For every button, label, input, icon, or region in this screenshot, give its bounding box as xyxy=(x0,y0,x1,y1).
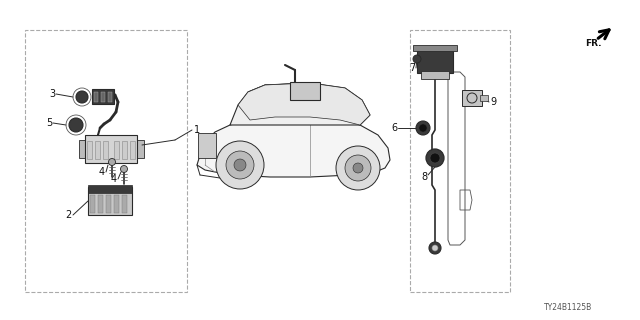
Bar xyxy=(108,92,112,102)
Bar xyxy=(79,140,86,158)
Circle shape xyxy=(336,146,380,190)
Bar xyxy=(410,30,510,292)
Bar xyxy=(114,141,119,159)
Bar xyxy=(87,141,92,159)
Text: 7: 7 xyxy=(409,63,415,73)
Text: FR.: FR. xyxy=(585,39,602,49)
Bar xyxy=(417,49,453,73)
Circle shape xyxy=(76,91,88,103)
Polygon shape xyxy=(197,117,390,177)
Bar xyxy=(480,95,488,101)
Text: 4: 4 xyxy=(99,167,105,177)
Bar xyxy=(88,185,132,193)
Text: TY24B1125B: TY24B1125B xyxy=(544,303,592,312)
Circle shape xyxy=(426,149,444,167)
Bar xyxy=(98,195,103,213)
Text: 4: 4 xyxy=(111,174,117,184)
Circle shape xyxy=(120,165,127,172)
Bar xyxy=(106,195,111,213)
Circle shape xyxy=(109,158,115,165)
Bar xyxy=(85,135,137,163)
Circle shape xyxy=(69,118,83,132)
Circle shape xyxy=(416,121,430,135)
Circle shape xyxy=(432,245,438,251)
Bar xyxy=(290,82,320,100)
Circle shape xyxy=(234,159,246,171)
Text: 5: 5 xyxy=(45,118,52,128)
Circle shape xyxy=(419,124,427,132)
Polygon shape xyxy=(230,83,370,125)
Bar xyxy=(95,141,100,159)
Text: 2: 2 xyxy=(66,210,72,220)
Bar xyxy=(101,92,105,102)
Text: 1: 1 xyxy=(194,125,200,135)
Bar xyxy=(25,30,187,292)
Bar xyxy=(94,92,98,102)
Text: 3: 3 xyxy=(49,89,55,99)
Circle shape xyxy=(216,141,264,189)
Circle shape xyxy=(430,153,440,163)
Bar xyxy=(413,45,457,51)
Text: 8: 8 xyxy=(421,172,427,182)
Bar xyxy=(421,71,449,79)
Text: 6: 6 xyxy=(391,123,397,133)
Polygon shape xyxy=(248,83,340,92)
Bar xyxy=(130,141,135,159)
Bar xyxy=(103,141,108,159)
Bar xyxy=(90,195,95,213)
Circle shape xyxy=(353,163,363,173)
Circle shape xyxy=(345,155,371,181)
Circle shape xyxy=(226,151,254,179)
Circle shape xyxy=(429,242,441,254)
Bar xyxy=(88,187,132,215)
Bar xyxy=(198,133,216,158)
Circle shape xyxy=(413,55,421,63)
Polygon shape xyxy=(238,83,370,125)
Bar xyxy=(462,90,482,106)
Bar xyxy=(92,89,114,104)
Text: 9: 9 xyxy=(490,97,496,107)
Bar xyxy=(122,195,127,213)
Bar xyxy=(122,141,127,159)
Bar xyxy=(114,195,119,213)
Bar xyxy=(137,140,144,158)
